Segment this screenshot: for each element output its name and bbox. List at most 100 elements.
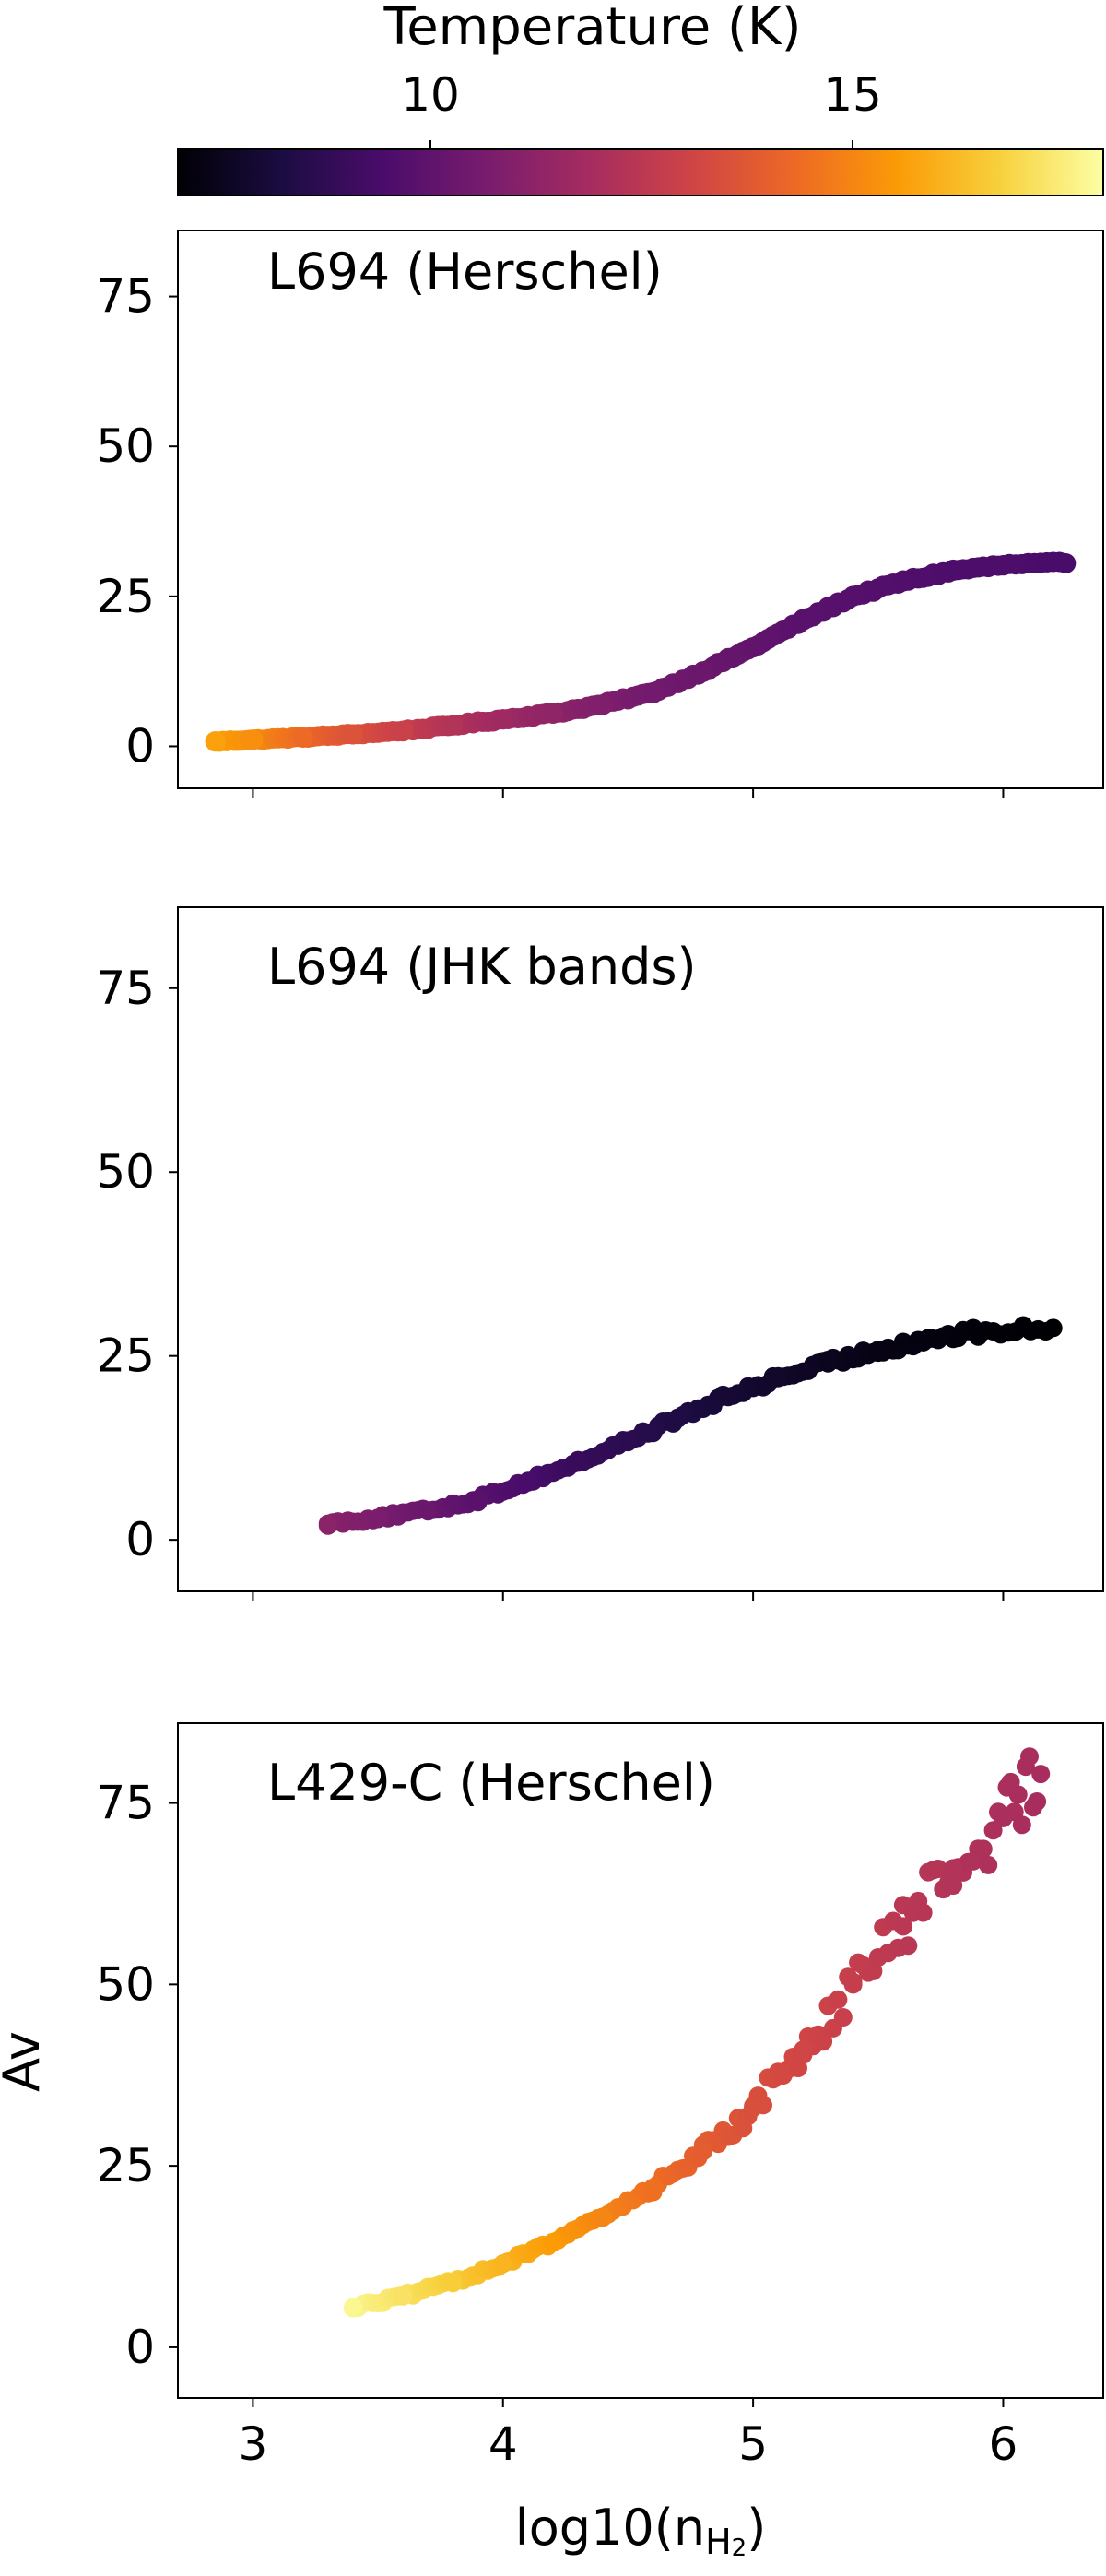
panel-l694-jhk-bands: L694 (JHK bands) 0 25 50 75 bbox=[96, 906, 1104, 1601]
scatter-point bbox=[393, 720, 414, 741]
x-axis-label: log10(nH2) bbox=[515, 2499, 767, 2562]
scatter-point bbox=[843, 1975, 863, 1994]
scatter-point bbox=[593, 693, 614, 715]
scatter-point-fill bbox=[1008, 1785, 1028, 1804]
x-axis-ticks bbox=[252, 788, 1005, 798]
panel-label: L694 (JHK bands) bbox=[267, 938, 697, 996]
scatter-point bbox=[292, 727, 313, 748]
colorbar: Temperature (K) 10 15 bbox=[177, 0, 1104, 196]
colorbar-tick-label-10: 10 bbox=[401, 68, 460, 122]
scatter-point-fill bbox=[979, 1855, 998, 1874]
x-axis-ticks bbox=[252, 1591, 1005, 1601]
scatter-point-fill bbox=[913, 1903, 933, 1922]
scatter-point bbox=[668, 1409, 688, 1428]
scatter-point bbox=[642, 681, 664, 703]
scatter-point bbox=[468, 1490, 488, 1509]
scatter-point bbox=[818, 1353, 838, 1373]
y-tick-label-50: 50 bbox=[96, 1957, 155, 2011]
scatter-point bbox=[618, 1431, 638, 1450]
scatter-point bbox=[794, 2040, 813, 2060]
colorbar-gradient-bar bbox=[177, 148, 1104, 196]
x-axis-label-subsubscript: 2 bbox=[732, 2535, 747, 2562]
y-tick-label-75: 75 bbox=[96, 270, 155, 324]
panel-label: L429-C (Herschel) bbox=[267, 1754, 715, 1812]
x-axis-tick-labels: 3 4 5 6 bbox=[238, 2417, 1018, 2471]
panel-l429c-herschel: L429-C (Herschel) 0 25 50 75 3 4 5 6 bbox=[96, 1722, 1104, 2471]
y-tick-label-50: 50 bbox=[96, 1145, 155, 1199]
y-axis-label: Av bbox=[0, 2031, 51, 2092]
scatter-point bbox=[544, 2232, 562, 2251]
scatter-point bbox=[1043, 1318, 1063, 1338]
y-tick-label-0: 0 bbox=[125, 1513, 155, 1566]
x-axis-label-main: log10(n bbox=[515, 2499, 705, 2557]
scatter-point bbox=[692, 661, 713, 682]
y-axis-ticks: 0 25 50 75 bbox=[96, 962, 178, 1566]
scatter-point-fill bbox=[1020, 1747, 1039, 1767]
panel-frame bbox=[177, 1722, 1104, 2399]
y-tick-label-25: 25 bbox=[96, 2139, 155, 2192]
x-axis-label-close: ) bbox=[747, 2499, 766, 2557]
scatter-point bbox=[719, 1387, 737, 1406]
scatter-point bbox=[944, 1859, 963, 1878]
scatter-point bbox=[693, 2142, 712, 2161]
x-tick-label-5: 5 bbox=[738, 2417, 768, 2471]
scatter-point bbox=[394, 2286, 413, 2306]
scatter-point bbox=[343, 2298, 362, 2317]
scatter-point bbox=[643, 2178, 663, 2197]
scatter-point bbox=[994, 1808, 1013, 1827]
scatter-point-fill bbox=[814, 2032, 833, 2051]
scatter-point-fill bbox=[833, 2008, 853, 2027]
scatter-point bbox=[493, 2254, 512, 2274]
x-axis-ticks bbox=[252, 2398, 1005, 2407]
y-axis-ticks: 0 25 50 75 bbox=[96, 1777, 178, 2374]
scatter-point-fill bbox=[829, 1990, 848, 2009]
scatter-point bbox=[1031, 1765, 1051, 1784]
scatter-point bbox=[769, 1368, 788, 1388]
scatter-point bbox=[893, 1917, 912, 1936]
y-tick-label-0: 0 bbox=[125, 719, 155, 773]
scatter-point bbox=[993, 555, 1014, 575]
colorbar-tick-label-15: 15 bbox=[823, 68, 882, 122]
scatter-point bbox=[743, 637, 764, 658]
panel-l694-herschel: L694 (Herschel) 0 25 50 75 bbox=[96, 230, 1104, 798]
data-points bbox=[343, 1747, 1051, 2318]
scatter-point-fill bbox=[1012, 1815, 1031, 1835]
y-tick-label-25: 25 bbox=[96, 570, 155, 623]
scatter-point bbox=[205, 731, 226, 752]
scatter-point bbox=[518, 1471, 537, 1491]
scatter-point-fill bbox=[944, 1876, 963, 1895]
scatter-point-fill bbox=[899, 1936, 918, 1956]
scatter-point bbox=[594, 2207, 613, 2227]
scatter-point bbox=[569, 1453, 588, 1472]
data-points bbox=[205, 551, 1077, 752]
y-tick-label-25: 25 bbox=[96, 1329, 155, 1383]
scatter-point bbox=[943, 560, 964, 581]
scatter-point bbox=[492, 709, 513, 730]
scatter-point-fill bbox=[928, 1860, 947, 1878]
data-points bbox=[318, 1316, 1063, 1535]
scatter-point bbox=[242, 729, 264, 750]
scatter-point bbox=[443, 2273, 463, 2292]
scatter-point bbox=[868, 1341, 888, 1360]
y-tick-label-75: 75 bbox=[96, 962, 155, 1015]
y-tick-label-0: 0 bbox=[125, 2321, 155, 2374]
scatter-point bbox=[919, 1329, 938, 1349]
panel-frame bbox=[177, 906, 1104, 1592]
scatter-point bbox=[842, 585, 864, 607]
x-tick-label-6: 6 bbox=[989, 2417, 1018, 2471]
x-tick-label-3: 3 bbox=[238, 2417, 267, 2471]
x-tick-label-4: 4 bbox=[488, 2417, 518, 2471]
scatter-point bbox=[442, 715, 464, 736]
scatter-point-fill bbox=[983, 1821, 1003, 1840]
x-axis-label-subscript: H bbox=[705, 2522, 732, 2562]
scatter-point-fill bbox=[1028, 1792, 1047, 1811]
y-tick-label-50: 50 bbox=[96, 419, 155, 473]
scatter-point bbox=[892, 571, 913, 592]
scatter-point-fill bbox=[973, 1839, 993, 1859]
scatter-point bbox=[369, 1508, 388, 1528]
scatter-point bbox=[342, 724, 363, 745]
y-axis-ticks: 0 25 50 75 bbox=[96, 270, 178, 773]
scatter-point bbox=[318, 1514, 337, 1533]
scatter-point bbox=[1055, 553, 1077, 573]
scatter-point bbox=[418, 1501, 438, 1520]
